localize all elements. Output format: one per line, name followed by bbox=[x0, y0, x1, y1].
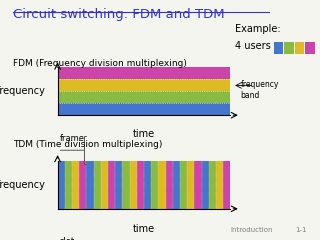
Text: FDM (Frequency division multiplexing): FDM (Frequency division multiplexing) bbox=[13, 59, 187, 68]
Text: frequency: frequency bbox=[0, 86, 45, 96]
Text: Introduction: Introduction bbox=[230, 227, 273, 233]
Text: time: time bbox=[133, 224, 155, 234]
Text: frequency
band: frequency band bbox=[241, 80, 279, 100]
Text: frequency: frequency bbox=[0, 180, 45, 190]
Text: 1-1: 1-1 bbox=[296, 227, 307, 233]
Text: 4 users: 4 users bbox=[235, 41, 271, 51]
Text: TDM (Time division multiplexing): TDM (Time division multiplexing) bbox=[13, 140, 162, 149]
Text: frame: frame bbox=[60, 133, 84, 143]
Text: Example:: Example: bbox=[235, 24, 281, 34]
Text: time: time bbox=[133, 129, 155, 139]
Text: slot: slot bbox=[59, 237, 75, 240]
Text: Circuit switching: FDM and TDM: Circuit switching: FDM and TDM bbox=[13, 8, 224, 21]
